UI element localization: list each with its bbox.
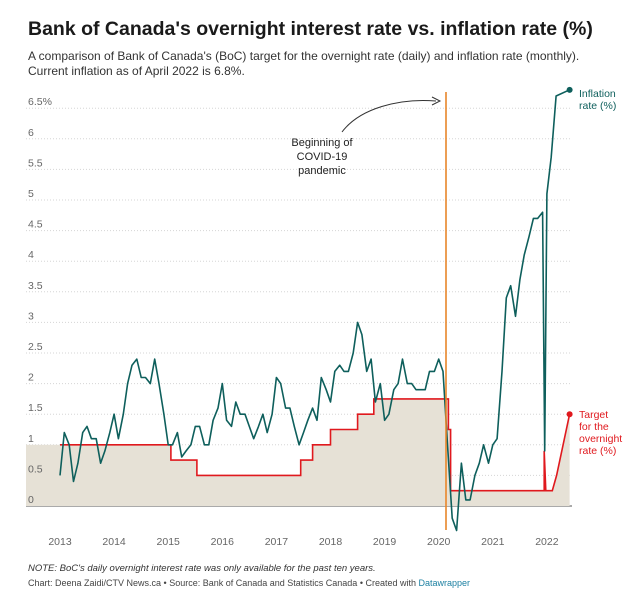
overnight-rate-endpoint <box>566 411 573 418</box>
x-tick-label: 2021 <box>481 536 505 548</box>
pandemic-annotation-text: Beginning of <box>291 137 353 149</box>
y-tick-label: 3.5 <box>28 280 43 292</box>
y-tick-label: 4.5 <box>28 219 43 231</box>
x-tick-label: 2017 <box>265 536 289 548</box>
y-tick-label: 1 <box>28 433 34 445</box>
overnight-series-label: Target <box>579 409 608 421</box>
y-tick-label: 0.5 <box>28 463 43 475</box>
footer-credit: Chart: Deena Zaidi/CTV News.ca • Source:… <box>28 578 470 588</box>
footer-note: NOTE: BoC's daily overnight interest rat… <box>28 563 376 574</box>
overnight-series-label: overnight <box>579 433 622 445</box>
overnight-rate-area <box>60 398 570 506</box>
y-tick-label: 4 <box>28 249 34 261</box>
pandemic-annotation-text: pandemic <box>298 165 346 177</box>
y-tick-label: 1.5 <box>28 402 43 414</box>
x-tick-label: 2020 <box>427 536 451 548</box>
annotation-arrowhead <box>431 96 442 106</box>
chart-title: Bank of Canada's overnight interest rate… <box>28 18 593 40</box>
line-layer <box>59 86 573 532</box>
datawrapper-link[interactable]: Datawrapper <box>418 578 471 588</box>
axis-layer: 0 0.5 1 1.5 2 2.5 3 3.5 4 4.5 5 5.5 6 6.5% 2013 2014 201… <box>28 96 559 548</box>
annotation-arrow <box>341 100 437 133</box>
y-tick-label: 6 <box>28 127 34 139</box>
x-tick-label: 2018 <box>319 536 343 548</box>
x-tick-label: 2016 <box>211 536 235 548</box>
inflation-series-label: Inflation <box>579 88 616 100</box>
overnight-series-label: rate (%) <box>579 445 616 457</box>
annotation-layer: Beginning of COVID-19 pandemic <box>291 92 447 530</box>
area-layer <box>26 398 570 506</box>
inflation-rate-line <box>59 89 570 532</box>
x-tick-label: 2014 <box>102 536 126 548</box>
x-tick-label: 2019 <box>373 536 397 548</box>
credit-text: Chart: Deena Zaidi/CTV News.ca • Source:… <box>28 578 419 588</box>
overnight-rate-area-lead <box>26 444 60 506</box>
y-tick-label: 3 <box>28 310 34 322</box>
y-tick-label: 0 <box>28 494 34 506</box>
pandemic-annotation-text: COVID-19 <box>297 151 348 163</box>
x-tick-label: 2013 <box>48 536 72 548</box>
inflation-series-label: rate (%) <box>579 100 616 112</box>
chart-subtitle: A comparison of Bank of Canada's (BoC) t… <box>28 49 580 78</box>
inflation-rate-endpoint <box>566 86 573 93</box>
y-tick-label: 2.5 <box>28 341 43 353</box>
x-tick-label: 2015 <box>157 536 181 548</box>
y-tick-label: 2 <box>28 372 34 384</box>
y-tick-label: 5.5 <box>28 157 43 169</box>
y-tick-label: 5 <box>28 188 34 200</box>
y-tick-label: 6.5% <box>28 96 52 108</box>
overnight-series-label: for the <box>579 421 609 433</box>
x-tick-label: 2022 <box>535 536 559 548</box>
